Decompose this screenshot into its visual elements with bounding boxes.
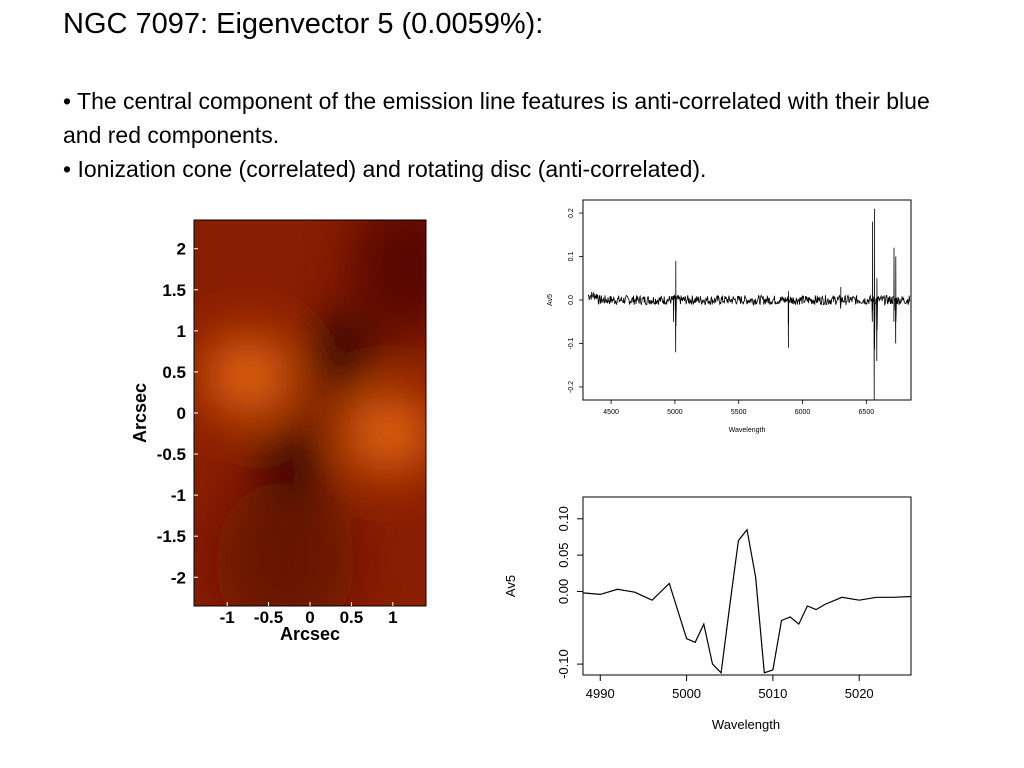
full-spectrum-ytick-label: 0.0 xyxy=(568,295,575,305)
heatmap-xtick-label: 0.5 xyxy=(340,608,364,627)
full-spectrum-ylabel: Av5 xyxy=(547,294,554,306)
zoom-spectrum-xtick-label: 5010 xyxy=(758,686,787,701)
full-spectrum-ytick-label: 0.1 xyxy=(568,252,575,262)
zoom-spectrum-xtick-label: 4990 xyxy=(586,686,615,701)
slide-title: NGC 7097: Eigenvector 5 (0.0059%): xyxy=(63,8,544,40)
zoom-spectrum-xtick-label: 5000 xyxy=(672,686,701,701)
heatmap-bright-blob xyxy=(344,393,426,474)
zoom-spectrum-ytick-label: 0.05 xyxy=(556,542,571,567)
full-spectrum-xlabel: Wavelength xyxy=(729,427,766,434)
heatmap-xlabel: Arcsec xyxy=(280,624,340,644)
heatmap-ytick-label: -2 xyxy=(171,568,186,587)
zoom-spectrum-ytick-label: 0.00 xyxy=(556,579,571,604)
bullet-2: • Ionization cone (correlated) and rotat… xyxy=(63,156,707,182)
heatmap-xtick-label: 1 xyxy=(388,608,397,627)
heatmap-ytick-label: 2 xyxy=(177,240,186,259)
full-spectrum-ytick-label: 0.2 xyxy=(568,208,575,218)
full-spectrum-xtick-label: 6500 xyxy=(859,409,875,416)
zoom-spectrum-ytick-label: 0.10 xyxy=(556,506,571,531)
heatmap-bright-blob xyxy=(203,336,292,417)
zoom-spectrum-xtick-label: 5020 xyxy=(845,686,874,701)
heatmap-ylabel: Arcsec xyxy=(130,383,150,443)
heatmap-xtick-label: 0 xyxy=(305,608,314,627)
heatmap-ytick-label: 1 xyxy=(177,322,186,341)
heatmap-shade xyxy=(215,480,356,606)
full-spectrum-xtick-label: 5000 xyxy=(667,409,683,416)
zoom-spectrum-line xyxy=(582,528,912,675)
heatmap-ytick-label: -1.5 xyxy=(157,527,186,546)
full-spectrum-xtick-label: 5500 xyxy=(731,409,747,416)
full-spectrum-ytick-label: -0.2 xyxy=(568,381,575,393)
heatmap-ytick-label: -1 xyxy=(171,486,186,505)
zoom-spectrum-ylabel: Av5 xyxy=(503,575,518,597)
heatmap-ytick-label: 0.5 xyxy=(162,363,186,382)
heatmap-ytick-label: -0.5 xyxy=(157,445,186,464)
full-spectrum-xtick-label: 4500 xyxy=(603,409,619,416)
heatmap-xtick-label: -0.5 xyxy=(254,608,283,627)
full-spectrum-xtick-label: 6000 xyxy=(795,409,811,416)
heatmap-ytick-label: 1.5 xyxy=(162,281,186,300)
zoom-spectrum-xlabel: Wavelength xyxy=(712,717,780,732)
heatmap-xtick-label: -1 xyxy=(220,608,235,627)
zoom-spectrum-ytick-label: -0.10 xyxy=(556,649,571,679)
zoom-spectrum-frame xyxy=(582,496,912,676)
bullet-1: • The central component of the emission … xyxy=(63,88,930,148)
heatmap-dark-blob xyxy=(307,313,371,398)
bullet-list: • The central component of the emission … xyxy=(63,84,963,186)
heatmap-shade xyxy=(349,220,426,336)
full-spectrum-ytick-label: -0.1 xyxy=(568,337,575,349)
full-spectrum-line xyxy=(587,208,911,401)
heatmap-ytick-label: 0 xyxy=(177,404,186,423)
